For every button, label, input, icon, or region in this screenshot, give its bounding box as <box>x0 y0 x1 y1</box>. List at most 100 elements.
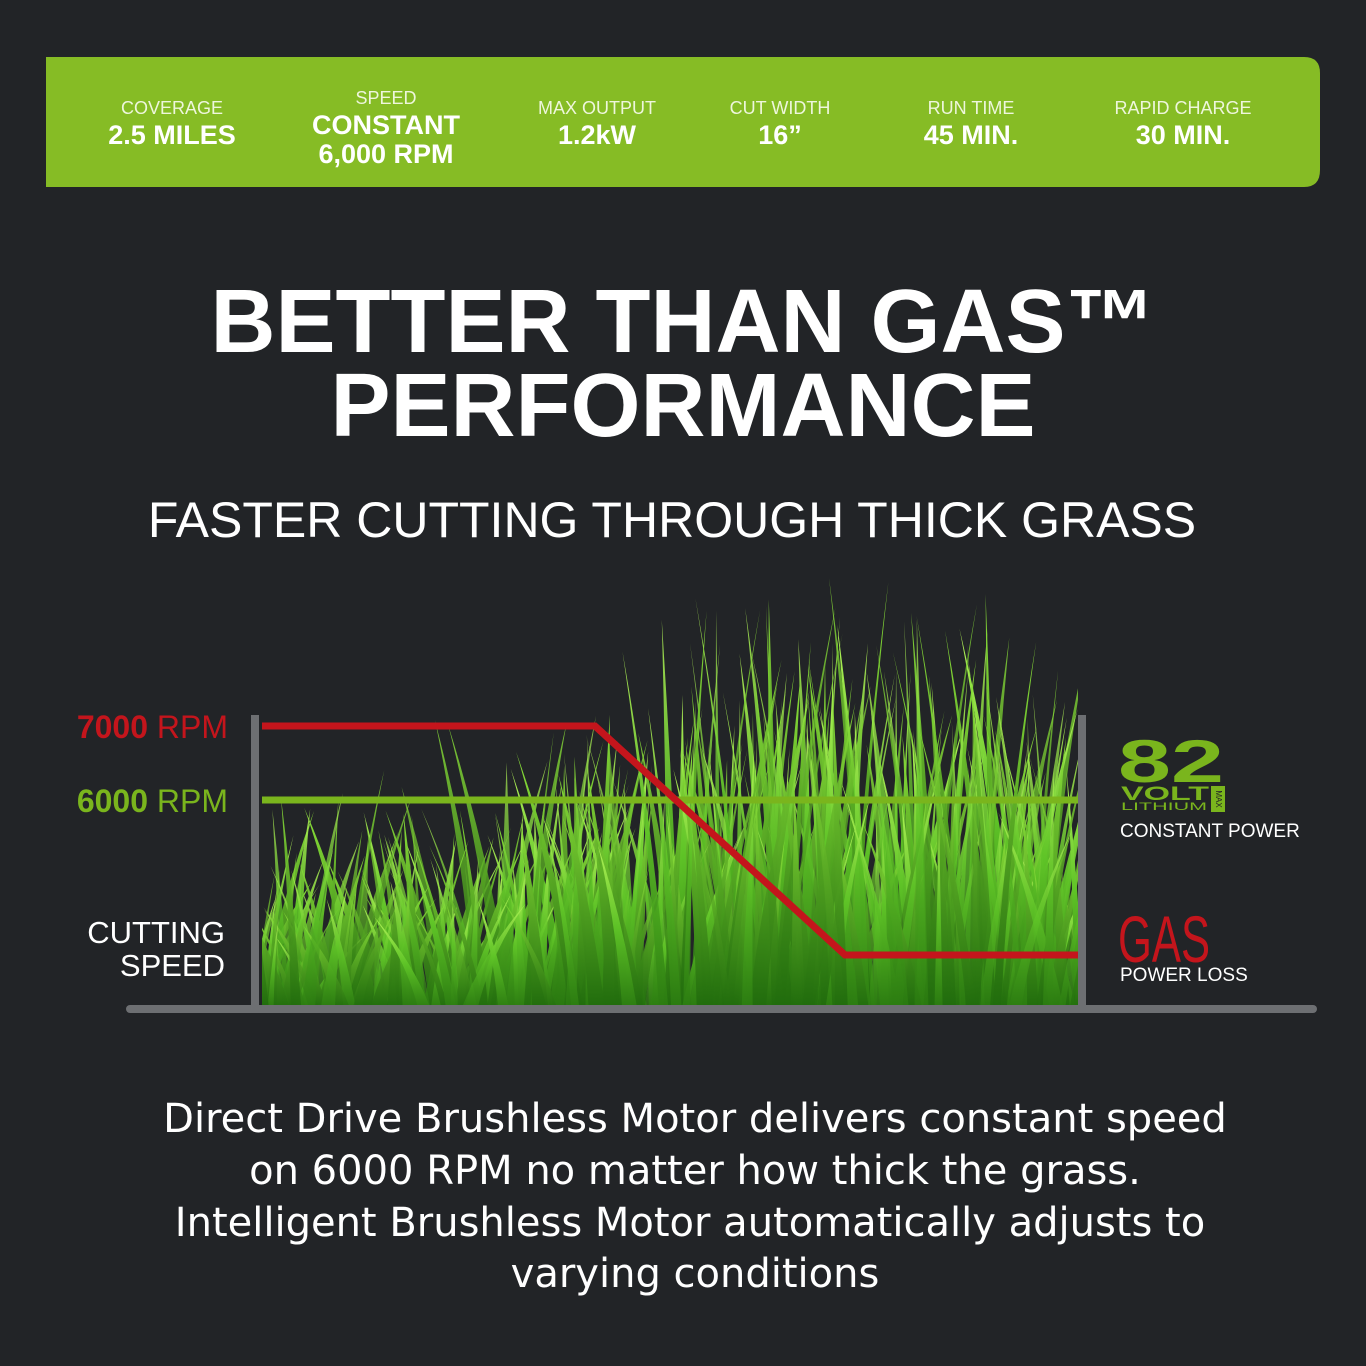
grass-blade <box>668 801 682 1005</box>
grass-blade <box>447 724 513 1005</box>
level-label: 7000 RPM <box>77 709 228 745</box>
description-line: varying conditions <box>511 1251 880 1297</box>
grass-blade <box>459 810 488 1005</box>
grass-blade <box>748 697 810 1005</box>
grass-blade <box>280 883 316 1005</box>
grass-blade <box>512 859 528 1005</box>
badge-tag-box <box>1211 786 1225 812</box>
grass-blade <box>923 604 977 1005</box>
grass-blade <box>1001 756 1041 1005</box>
axis-label: SPEED <box>120 948 225 983</box>
grass-blade <box>582 795 643 1005</box>
spec-label: COVERAGE <box>121 98 223 118</box>
spec-label: SPEED <box>355 88 416 108</box>
level-label: 6000 RPM <box>77 783 228 819</box>
grass-blade <box>497 762 515 1005</box>
badge-volt: VOLT <box>1121 784 1210 805</box>
grass-blade <box>997 823 1051 1005</box>
grass-blade <box>597 845 637 1005</box>
grass-blade <box>565 768 586 1005</box>
grass-blade <box>374 917 430 1005</box>
spec-label: RUN TIME <box>928 98 1015 118</box>
spec-value: 45 MIN. <box>924 120 1019 150</box>
grass-blade <box>558 773 605 1005</box>
grass-blade <box>326 898 356 1005</box>
grass-blade <box>262 953 269 1005</box>
grass-blade <box>914 619 929 1005</box>
grass-blade <box>266 869 280 1005</box>
grass-blade <box>353 796 412 1005</box>
grass-blade <box>1074 980 1078 1005</box>
grass-blade <box>404 838 456 1005</box>
grass-blade <box>695 598 748 1005</box>
grass-blade <box>754 667 783 1005</box>
spec-label: RAPID CHARGE <box>1114 98 1251 118</box>
grass <box>262 578 1078 1005</box>
spec-value: CONSTANT <box>312 110 460 140</box>
level-number: 6000 <box>77 783 148 819</box>
grass-blade <box>709 732 770 1005</box>
grass-blade <box>622 651 669 1005</box>
grass-blade <box>969 682 982 1005</box>
grass-blade <box>992 641 1037 1005</box>
spec-value: 30 MIN. <box>1136 120 1231 150</box>
level-unit: RPM <box>157 783 228 819</box>
description-line: Intelligent Brushless Motor automaticall… <box>175 1200 1205 1246</box>
grass-blade <box>267 918 279 1005</box>
grass-blade <box>520 821 549 1005</box>
grass-blade <box>969 664 996 1005</box>
grass-blade <box>1009 830 1073 1005</box>
grass-blade <box>934 823 943 1005</box>
description-line: on 6000 RPM no matter how thick the gras… <box>249 1148 1141 1194</box>
grass-blade <box>685 740 713 1005</box>
grass-blade <box>281 797 301 1005</box>
grass-blade <box>725 786 757 1005</box>
grass-blade <box>326 797 339 1005</box>
spec-banner <box>46 57 1320 187</box>
badge-lithium: LITHIUM <box>1121 801 1207 813</box>
headline: PERFORMANCE <box>330 356 1035 456</box>
grass-blade <box>1066 770 1078 1005</box>
spec-value: 16” <box>758 120 802 150</box>
level-number: 7000 <box>77 709 148 745</box>
gas-line <box>262 722 1078 959</box>
badge-number: 82 <box>1118 728 1224 795</box>
badge-tag: MAX <box>1214 790 1223 808</box>
grass-blade <box>985 683 1024 1005</box>
axis-label: CUTTING <box>87 915 225 950</box>
grass-blade <box>683 698 697 1005</box>
grass-blade <box>808 751 846 1005</box>
grass-blade <box>1059 915 1078 1005</box>
spec-label: MAX OUTPUT <box>538 98 656 118</box>
grass-blade <box>790 779 805 1005</box>
grass-blade <box>301 793 343 1005</box>
grass-blade <box>928 674 957 1005</box>
spec-value: 6,000 RPM <box>318 139 453 169</box>
grass-blade <box>463 903 526 1005</box>
headline: BETTER THAN GAS™ <box>211 272 1156 372</box>
grass-blade <box>917 723 977 1005</box>
grass-blade <box>423 839 469 1005</box>
grass-blade <box>321 886 348 1005</box>
grass-blade <box>450 881 458 1005</box>
grass-blade <box>704 749 748 1005</box>
grass-blade <box>501 897 557 1005</box>
spec-value: 1.2kW <box>558 120 637 150</box>
constant-label: CONSTANT POWER <box>1120 821 1300 842</box>
grass-blade <box>585 761 621 1005</box>
grass-blade <box>413 840 459 1005</box>
gas-label: GAS <box>1118 902 1210 976</box>
spec-label: CUT WIDTH <box>730 98 831 118</box>
grass-blade <box>866 670 909 1005</box>
subheadline: FASTER CUTTING THROUGH THICK GRASS <box>148 492 1196 548</box>
grass-blade <box>429 845 484 1005</box>
level-unit: RPM <box>157 709 228 745</box>
spec-value: 2.5 MILES <box>108 120 236 150</box>
grass-blade <box>372 897 399 1005</box>
description-line: Direct Drive Brushless Motor delivers co… <box>163 1096 1227 1142</box>
grass-blade <box>353 869 404 1005</box>
